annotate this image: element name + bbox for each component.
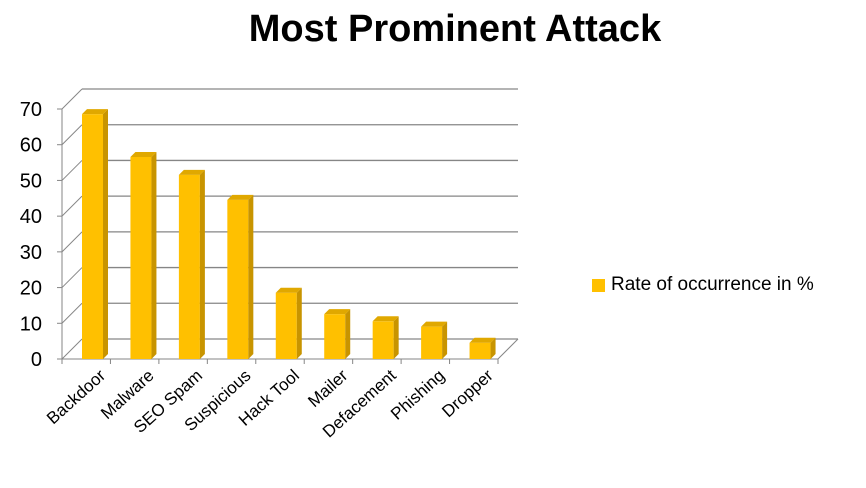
- y-tick-label: 10: [20, 313, 42, 335]
- bar: [469, 337, 496, 359]
- bar-side: [103, 109, 108, 360]
- bar-front: [421, 326, 443, 359]
- y-tick-label: 30: [20, 242, 42, 264]
- gridline-side: [61, 124, 83, 146]
- bar-side: [490, 337, 496, 359]
- y-tick-label: 0: [31, 349, 42, 371]
- bar-side: [248, 194, 254, 359]
- bar-front: [130, 157, 152, 359]
- bar-side: [393, 316, 399, 359]
- x-tick-label: Phishing: [387, 366, 448, 424]
- y-tick-label: 70: [20, 99, 42, 121]
- bar-front: [324, 314, 346, 359]
- bar-front: [82, 114, 103, 360]
- bar: [275, 287, 302, 359]
- bar-front: [227, 199, 249, 359]
- bar-top: [130, 152, 157, 157]
- legend-swatch: [592, 278, 605, 292]
- bar-front: [178, 174, 200, 359]
- bar-top: [372, 316, 399, 322]
- bar-side: [151, 152, 157, 359]
- bar: [130, 152, 157, 359]
- bar-top: [227, 194, 254, 200]
- legend-label: Rate of occurrence in %: [611, 274, 814, 295]
- bar-front: [275, 292, 297, 359]
- bar-side: [199, 169, 205, 359]
- bar-front: [372, 321, 394, 359]
- bar: [372, 316, 399, 359]
- gridline-side: [61, 338, 83, 360]
- bar: [421, 321, 448, 359]
- bar-top: [82, 109, 108, 115]
- gridline-side: [61, 88, 83, 110]
- y-tick-label: 60: [20, 135, 42, 157]
- y-tick-label: 20: [20, 278, 42, 300]
- bar-top: [421, 321, 448, 327]
- x-tick-label: Dropper: [438, 366, 497, 421]
- y-tick-label: 40: [20, 206, 42, 228]
- bar-top: [469, 337, 496, 343]
- bar-side: [296, 287, 302, 359]
- gridline-side: [61, 302, 83, 324]
- bar: [178, 169, 205, 359]
- legend: Rate of occurrence in %: [592, 274, 814, 296]
- gridline-side: [61, 231, 83, 253]
- gridline-side: [61, 195, 83, 217]
- bar-top: [324, 309, 351, 315]
- bar: [82, 109, 108, 360]
- gridline-side: [61, 267, 83, 288]
- floor-edge: [497, 338, 519, 360]
- bar-front: [469, 342, 491, 359]
- bar: [227, 194, 254, 359]
- bar-side: [442, 321, 448, 359]
- x-tick-label: Backdoor: [43, 366, 109, 428]
- bar-top: [178, 169, 205, 175]
- chart-title: Most Prominent Attack: [248, 8, 662, 50]
- bar: [324, 309, 351, 359]
- ticks-layer: [57, 108, 499, 364]
- bar-top: [275, 287, 302, 293]
- y-tick-label: 50: [20, 170, 42, 192]
- bars-layer: [82, 109, 496, 360]
- bar-side: [345, 309, 351, 359]
- gridline-side: [61, 160, 83, 181]
